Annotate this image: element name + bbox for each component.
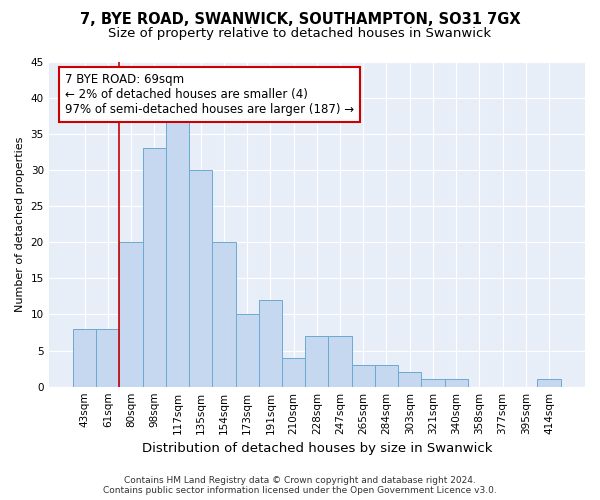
Bar bbox=[96, 329, 119, 386]
Bar bbox=[189, 170, 212, 386]
Text: Contains HM Land Registry data © Crown copyright and database right 2024.
Contai: Contains HM Land Registry data © Crown c… bbox=[103, 476, 497, 495]
Bar bbox=[398, 372, 421, 386]
X-axis label: Distribution of detached houses by size in Swanwick: Distribution of detached houses by size … bbox=[142, 442, 492, 455]
Bar bbox=[166, 120, 189, 386]
Y-axis label: Number of detached properties: Number of detached properties bbox=[15, 136, 25, 312]
Bar bbox=[375, 365, 398, 386]
Text: Size of property relative to detached houses in Swanwick: Size of property relative to detached ho… bbox=[109, 28, 491, 40]
Bar bbox=[236, 314, 259, 386]
Bar bbox=[119, 242, 143, 386]
Bar bbox=[143, 148, 166, 386]
Bar bbox=[73, 329, 96, 386]
Text: 7, BYE ROAD, SWANWICK, SOUTHAMPTON, SO31 7GX: 7, BYE ROAD, SWANWICK, SOUTHAMPTON, SO31… bbox=[80, 12, 520, 28]
Bar bbox=[445, 380, 468, 386]
Bar bbox=[421, 380, 445, 386]
Bar bbox=[538, 380, 560, 386]
Bar bbox=[282, 358, 305, 386]
Bar bbox=[259, 300, 282, 386]
Bar bbox=[352, 365, 375, 386]
Text: 7 BYE ROAD: 69sqm
← 2% of detached houses are smaller (4)
97% of semi-detached h: 7 BYE ROAD: 69sqm ← 2% of detached house… bbox=[65, 73, 354, 116]
Bar bbox=[305, 336, 328, 386]
Bar bbox=[212, 242, 236, 386]
Bar bbox=[328, 336, 352, 386]
